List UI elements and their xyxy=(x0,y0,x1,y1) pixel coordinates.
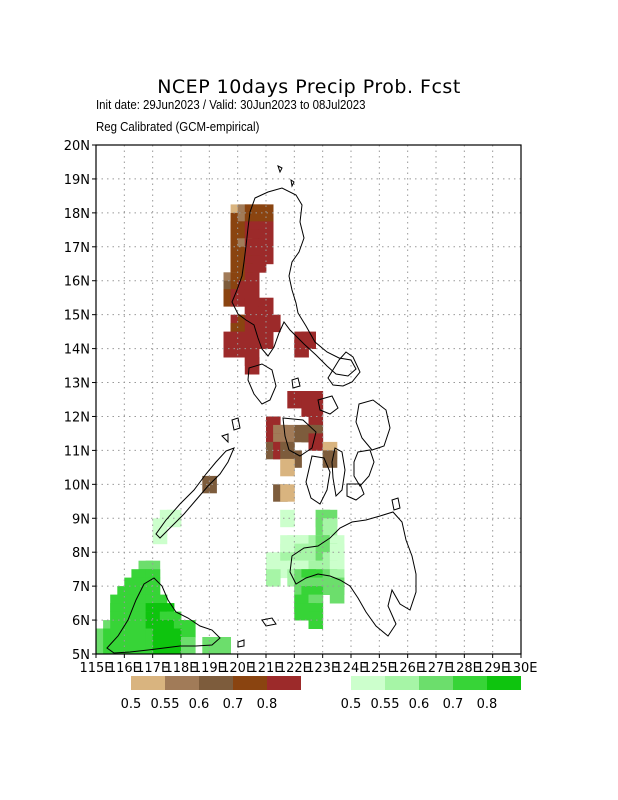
longitude-axis: 115E116E117E118E119E120E121E122E123E124E… xyxy=(79,654,538,676)
legend-wet-swatch xyxy=(453,676,487,690)
legend-wet-label: 0.5 xyxy=(341,697,362,712)
latitude-axis: 5N 6N 7N 8N 9N 10N 11N 12N 13N 14N 15N 16N 17N 18N 19N… xyxy=(64,139,96,663)
probability-cells xyxy=(96,204,345,655)
lat-tick-label: 5N xyxy=(72,648,90,663)
legend-dry-label: 0.5 xyxy=(121,697,142,712)
legend-dry-swatch xyxy=(131,676,165,690)
lon-tick-label: 128E xyxy=(448,661,481,676)
prob-cell xyxy=(308,611,324,629)
lat-tick-label: 10N xyxy=(64,478,90,493)
legend-wet-label: 0.7 xyxy=(443,697,464,712)
legend-wet-swatch xyxy=(385,676,419,690)
lat-tick-label: 14N xyxy=(64,343,90,358)
lon-tick-label: 124E xyxy=(334,661,367,676)
lat-tick-label: 20N xyxy=(64,139,90,154)
coast-sulu xyxy=(237,617,277,648)
prob-cell xyxy=(287,391,302,409)
prob-cell xyxy=(216,637,231,655)
coast-masbate xyxy=(317,395,339,415)
lat-tick-label: 18N xyxy=(64,207,90,222)
coast-batanes xyxy=(277,165,295,188)
lon-tick-label: 119E xyxy=(193,661,226,676)
legend-dry-label: 0.7 xyxy=(223,697,244,712)
legend-dry-swatch xyxy=(267,676,301,690)
lon-tick-label: 122E xyxy=(278,661,311,676)
legend-wet-swatch xyxy=(419,676,453,690)
coast-marinduque xyxy=(291,377,301,389)
prob-cell xyxy=(329,586,345,604)
lon-tick-label: 129E xyxy=(476,661,509,676)
prob-cell xyxy=(223,340,239,358)
lat-tick-label: 16N xyxy=(64,275,90,290)
coast-mindoro xyxy=(247,363,277,405)
legend-dry-swatch xyxy=(199,676,233,690)
coast-mindanao xyxy=(289,511,417,637)
prob-cell xyxy=(308,408,324,426)
legend-dry-swatch xyxy=(233,676,267,690)
coast-siargao xyxy=(391,497,401,511)
lat-tick-label: 9N xyxy=(72,512,90,527)
plot-frame xyxy=(95,144,522,655)
method-subtitle: Reg Calibrated (GCM-empirical) xyxy=(96,119,260,134)
legend-dry-swatch xyxy=(165,676,199,690)
legend-dry-label: 0.6 xyxy=(189,697,210,712)
prob-cell xyxy=(266,569,281,587)
date-subtitle: Init date: 29Jun2023 / Valid: 30Jun2023 … xyxy=(96,97,366,112)
lat-tick-label: 17N xyxy=(64,241,90,256)
lon-tick-label: 117E xyxy=(136,661,169,676)
lat-tick-label: 13N xyxy=(64,377,90,392)
coast-borneo xyxy=(106,577,221,654)
lat-tick-label: 12N xyxy=(64,410,90,425)
legend-dry-label: 0.8 xyxy=(257,697,278,712)
coast-palawan xyxy=(155,447,235,539)
legend-below-normal: 0.5 0.55 0.6 0.7 0.8 xyxy=(121,676,301,712)
coast-panay xyxy=(282,417,317,457)
lon-tick-label: 126E xyxy=(391,661,424,676)
prob-cell xyxy=(322,518,338,536)
lon-tick-label: 125E xyxy=(363,661,396,676)
grid-lines xyxy=(96,145,521,654)
legend-wet-swatch xyxy=(351,676,385,690)
lat-tick-label: 7N xyxy=(72,580,90,595)
lon-tick-label: 121E xyxy=(249,661,282,676)
coast-leyte xyxy=(353,449,375,487)
coastline xyxy=(106,165,417,654)
legend-wet-label: 0.55 xyxy=(371,697,400,712)
prob-cell xyxy=(280,484,295,502)
legend-above-normal: 0.5 0.55 0.6 0.7 0.8 xyxy=(341,676,521,712)
legend-dry-label: 0.55 xyxy=(151,697,180,712)
coast-calamian xyxy=(221,417,241,444)
lon-tick-label: 120E xyxy=(221,661,254,676)
prob-cell xyxy=(280,509,295,528)
coast-cebu xyxy=(331,447,346,498)
legend-wet-swatch xyxy=(487,676,521,690)
prob-cell xyxy=(308,433,324,451)
lon-tick-label: 123E xyxy=(306,661,339,676)
coast-luzon xyxy=(231,187,357,377)
coast-negros xyxy=(305,455,331,505)
lon-tick-label: 118E xyxy=(164,661,197,676)
prob-cell xyxy=(280,458,295,477)
map-title: NCEP 10days Precip Prob. Fcst xyxy=(157,76,461,98)
coast-samar xyxy=(355,399,391,451)
lon-tick-label: 115E xyxy=(79,661,112,676)
prob-cell xyxy=(266,314,281,333)
lon-tick-label: 130E xyxy=(504,661,537,676)
coast-bohol xyxy=(346,483,365,501)
lon-tick-label: 116E xyxy=(108,661,141,676)
lat-tick-label: 6N xyxy=(72,614,90,629)
legend-wet-label: 0.6 xyxy=(409,697,430,712)
prob-cell xyxy=(294,340,309,358)
prob-cell xyxy=(181,620,196,638)
lon-tick-label: 127E xyxy=(419,661,452,676)
lat-tick-label: 11N xyxy=(64,444,90,459)
prob-cell xyxy=(152,526,168,545)
lat-tick-label: 19N xyxy=(64,173,90,188)
lat-tick-label: 8N xyxy=(72,546,90,561)
lat-tick-label: 15N xyxy=(64,309,90,324)
legend-wet-label: 0.8 xyxy=(477,697,498,712)
coast-bicol xyxy=(327,351,361,387)
prob-cell xyxy=(258,331,274,349)
